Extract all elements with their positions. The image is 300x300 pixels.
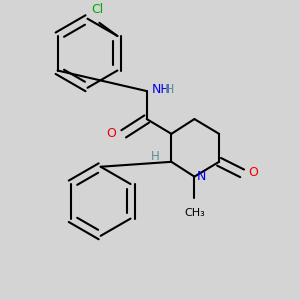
Text: O: O bbox=[248, 166, 258, 179]
Text: H: H bbox=[165, 83, 174, 96]
Text: O: O bbox=[106, 127, 116, 140]
Text: NH: NH bbox=[152, 83, 170, 96]
Text: N: N bbox=[197, 170, 206, 183]
Text: H: H bbox=[151, 150, 159, 164]
Text: Cl: Cl bbox=[92, 3, 104, 16]
Text: CH₃: CH₃ bbox=[184, 208, 205, 218]
